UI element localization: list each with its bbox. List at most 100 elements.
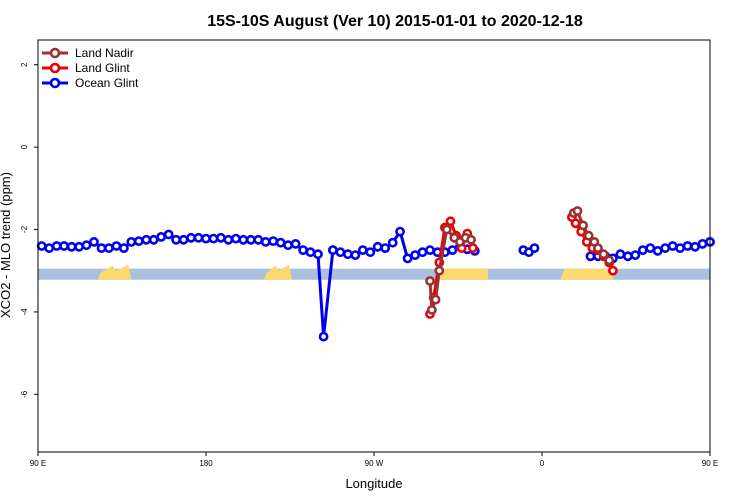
data-point	[290, 238, 301, 249]
legend-item-land-glint: Land Glint	[42, 61, 130, 75]
y-tick-label: -4	[20, 308, 29, 316]
data-point	[402, 253, 413, 264]
data-point	[208, 233, 219, 244]
data-point	[447, 245, 458, 255]
data-point	[652, 245, 663, 256]
data-point	[156, 231, 167, 242]
x-tick-label: 90 E	[30, 459, 46, 468]
data-point	[342, 249, 353, 260]
data-point	[615, 249, 626, 260]
data-point	[171, 234, 181, 245]
y-tick-label: 0	[20, 144, 29, 149]
data-point	[44, 243, 55, 253]
x-tick-label: 180	[199, 459, 213, 468]
data-point	[467, 243, 478, 253]
data-point	[425, 245, 435, 255]
data-point	[466, 234, 476, 245]
x-tick-label: 0	[540, 459, 545, 468]
data-point	[318, 331, 329, 342]
data-point	[163, 229, 174, 240]
series-ocean-glint	[36, 226, 715, 342]
data-point	[327, 245, 338, 255]
data-point	[572, 206, 583, 216]
data-point	[425, 276, 435, 286]
data-point	[230, 233, 241, 244]
land-segment-2	[560, 268, 613, 280]
data-point	[426, 304, 437, 315]
data-point	[445, 216, 456, 227]
data-point	[441, 224, 452, 235]
ocean-band	[38, 268, 710, 280]
data-point	[313, 249, 323, 260]
data-point	[260, 236, 271, 247]
data-point	[660, 243, 671, 253]
data-point	[430, 294, 441, 305]
data-point	[570, 218, 581, 229]
legend-swatch-marker	[49, 77, 61, 89]
x-axis: 90 E 180 90 W 0 90 E	[30, 452, 718, 468]
y-axis-label: XCO2 - MLO trend (ppm)	[0, 172, 13, 318]
data-point	[578, 220, 588, 231]
data-point	[357, 245, 368, 255]
data-point	[111, 241, 122, 251]
legend-swatch-marker	[49, 62, 61, 74]
data-point	[305, 247, 316, 258]
data-point	[335, 247, 346, 258]
land-bump-2	[263, 264, 292, 280]
data-point	[74, 241, 84, 252]
data-point	[268, 236, 279, 246]
data-point	[682, 241, 693, 251]
data-point	[583, 230, 594, 241]
data-point	[637, 245, 648, 255]
data-point	[675, 243, 685, 253]
data-point	[148, 234, 159, 245]
data-point	[604, 255, 615, 266]
data-point	[245, 234, 256, 245]
x-tick-label: 90 E	[702, 459, 718, 468]
data-point	[365, 247, 376, 258]
data-point	[598, 249, 609, 260]
data-point	[608, 265, 618, 276]
series-land-glint	[425, 212, 618, 319]
land-bump-1	[97, 264, 132, 280]
data-point	[372, 241, 383, 252]
data-point	[623, 251, 633, 262]
legend-swatch-marker	[49, 47, 61, 59]
legend-label: Land Glint	[75, 61, 130, 75]
land-band	[97, 264, 613, 280]
data-point	[380, 243, 391, 253]
data-point	[585, 251, 596, 262]
chart-title: 15S-10S August (Ver 10) 2015-01-01 to 20…	[207, 13, 583, 30]
data-point	[283, 240, 293, 251]
data-point	[630, 250, 641, 260]
data-point	[350, 250, 361, 260]
series-land-nadir	[425, 206, 615, 315]
legend-item-ocean-glint: Ocean Glint	[42, 76, 139, 90]
x-axis-label: Longitude	[345, 476, 402, 491]
data-point	[593, 243, 603, 253]
data-point	[529, 243, 540, 253]
data-point	[81, 240, 92, 251]
data-point	[36, 241, 47, 251]
y-tick-label: 2	[20, 62, 29, 67]
data-point	[434, 265, 445, 276]
land-segment-1	[435, 268, 488, 280]
data-point	[387, 237, 398, 248]
data-point	[89, 236, 99, 247]
data-point	[395, 226, 405, 237]
legend-item-land-nadir: Land Nadir	[42, 46, 134, 60]
y-tick-label: -6	[20, 390, 29, 398]
y-tick-label: -2	[20, 225, 29, 233]
data-point	[238, 234, 249, 245]
x-tick-label: 90 W	[365, 459, 384, 468]
data-point	[119, 243, 129, 253]
data-point	[417, 247, 428, 258]
data-point	[133, 236, 144, 246]
legend-label: Ocean Glint	[75, 76, 139, 90]
data-point	[66, 241, 77, 252]
data-point	[697, 238, 708, 249]
data-point	[178, 234, 189, 245]
data-point	[223, 234, 234, 245]
